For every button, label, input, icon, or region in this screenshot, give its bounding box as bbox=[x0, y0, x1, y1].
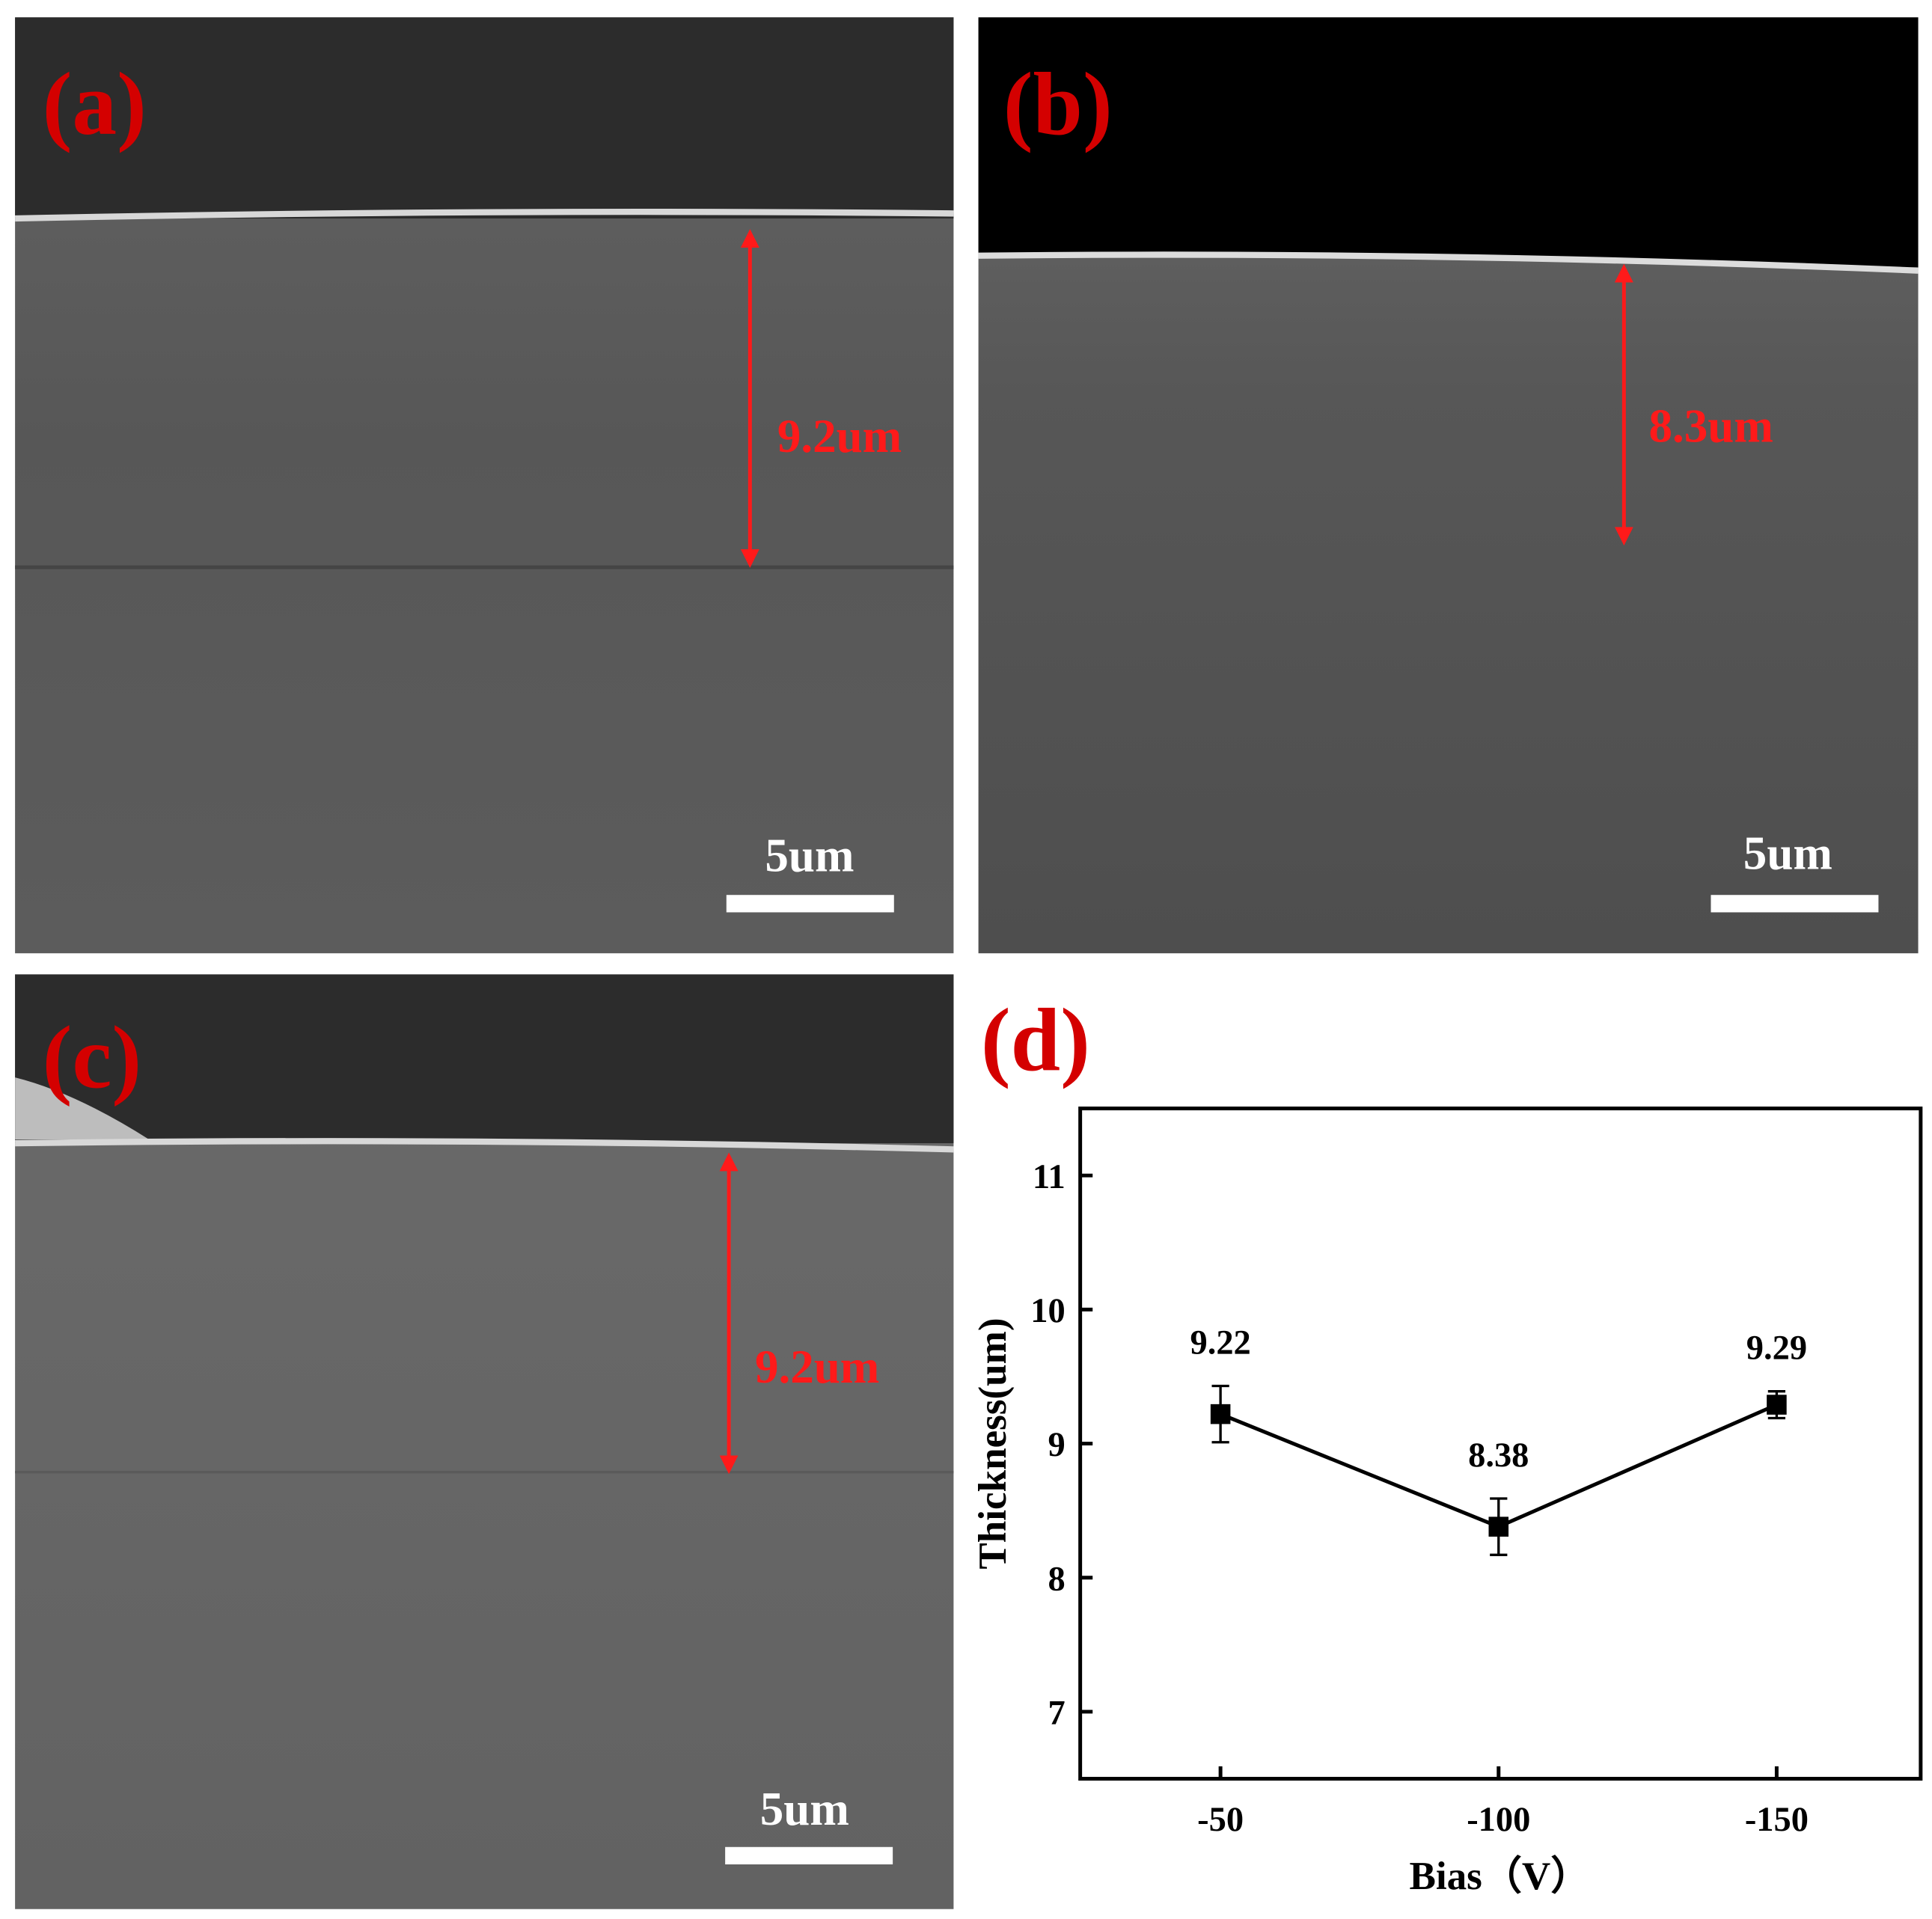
thickness-label: 8.3um bbox=[1649, 400, 1773, 453]
y-tick-label: 9 bbox=[1048, 1426, 1066, 1464]
sem-panel-b: (b) 8.3um 5um bbox=[978, 17, 1919, 954]
x-axis-label: Bias（V） bbox=[1410, 1853, 1591, 1898]
panel-label: (b) bbox=[1003, 55, 1113, 153]
x-tick-label: -150 bbox=[1745, 1801, 1809, 1839]
scale-label: 5um bbox=[1743, 827, 1832, 879]
scale-bar bbox=[726, 895, 894, 913]
data-label: 9.22 bbox=[1190, 1323, 1250, 1362]
thickness-label: 9.2um bbox=[777, 410, 902, 462]
data-label: 9.29 bbox=[1746, 1329, 1807, 1368]
x-tick-label: -100 bbox=[1467, 1801, 1530, 1839]
y-tick-label: 8 bbox=[1048, 1560, 1066, 1598]
y-axis-label: Thickness(um) bbox=[971, 1317, 1015, 1569]
panel-label: (a) bbox=[43, 55, 147, 153]
data-point bbox=[1767, 1395, 1787, 1415]
scale-bar bbox=[725, 1846, 893, 1864]
sem-panel-a: (a) 9.2um 5um bbox=[15, 17, 954, 954]
scale-label: 5um bbox=[765, 830, 854, 882]
y-tick-label: 11 bbox=[1033, 1158, 1066, 1196]
thickness-label: 9.2um bbox=[755, 1341, 879, 1393]
data-point bbox=[1210, 1404, 1231, 1424]
x-tick-label: -50 bbox=[1197, 1801, 1244, 1839]
panel-label: (c) bbox=[43, 1008, 142, 1107]
sem-panel-c: (c) 9.2um 5um bbox=[15, 974, 954, 1909]
data-point bbox=[1488, 1516, 1509, 1537]
y-tick-label: 7 bbox=[1048, 1695, 1066, 1733]
scale-label: 5um bbox=[760, 1783, 849, 1835]
y-tick-label: 10 bbox=[1030, 1292, 1065, 1330]
scale-bar bbox=[1711, 895, 1879, 913]
panel-label: (d) bbox=[981, 991, 1090, 1089]
data-label: 8.38 bbox=[1468, 1436, 1529, 1475]
